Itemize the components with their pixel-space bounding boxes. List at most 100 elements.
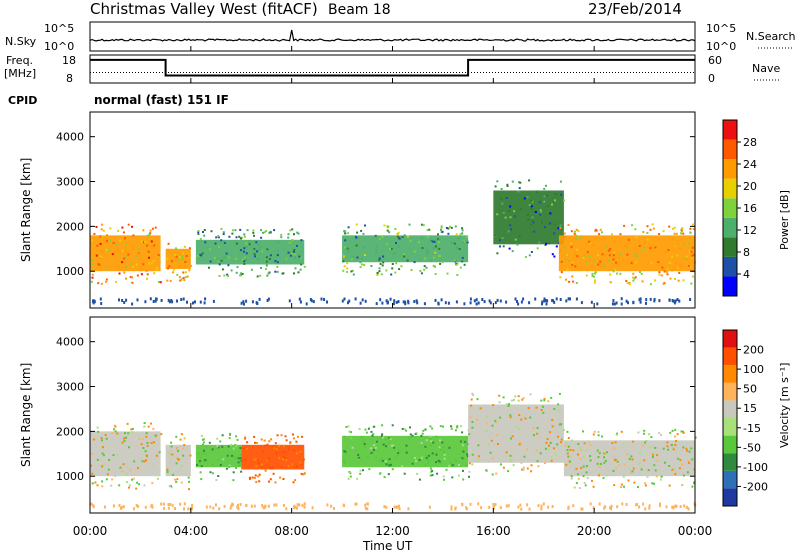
echo-speckle xyxy=(505,451,508,454)
echo-speckle xyxy=(514,297,517,301)
echo-speckle xyxy=(225,252,228,255)
echo-speckle xyxy=(245,258,248,261)
echo-speckle xyxy=(601,253,604,256)
echo-speckle xyxy=(517,399,520,402)
echo-speckle xyxy=(126,466,129,469)
echo-speckle xyxy=(543,297,546,301)
echo-speckle xyxy=(423,265,426,268)
echo-speckle xyxy=(517,395,520,398)
echo-speckle xyxy=(383,505,386,509)
echo-speckle xyxy=(581,472,583,475)
echo-speckle xyxy=(409,433,412,436)
echo-speckle xyxy=(546,299,549,303)
echo-speckle xyxy=(589,444,592,447)
echo-speckle xyxy=(488,505,491,509)
echo-speckle xyxy=(100,228,103,231)
echo-speckle xyxy=(230,504,233,508)
echo-speckle xyxy=(158,451,161,454)
echo-speckle xyxy=(248,476,251,479)
echo-speckle xyxy=(351,269,354,272)
echo-speckle xyxy=(579,457,582,460)
colorbar-tick-label: -50 xyxy=(743,441,761,454)
echo-speckle xyxy=(156,266,159,269)
echo-speckle xyxy=(530,205,533,208)
echo-speckle xyxy=(124,256,127,259)
echo-speckle xyxy=(303,502,306,506)
echo-speckle xyxy=(346,270,349,273)
echo-speckle xyxy=(269,231,272,234)
echo-speckle xyxy=(477,444,480,447)
echo-speckle xyxy=(184,276,187,279)
echo-speckle xyxy=(99,235,102,238)
echo-speckle xyxy=(357,453,360,456)
echo-speckle xyxy=(264,504,267,508)
echo-speckle xyxy=(466,240,469,242)
echo-speckle xyxy=(520,461,523,464)
echo-speckle xyxy=(588,255,591,258)
echo-speckle xyxy=(355,502,358,506)
echo-speckle xyxy=(346,262,349,265)
echo-speckle xyxy=(180,433,183,436)
echo-speckle xyxy=(677,457,680,460)
echo-speckle xyxy=(659,502,661,506)
echo-speckle xyxy=(136,467,139,470)
echo-speckle xyxy=(533,230,536,233)
echo-speckle xyxy=(364,299,367,303)
echo-speckle xyxy=(403,234,406,237)
echo-speckle xyxy=(442,425,444,428)
echo-speckle xyxy=(598,472,601,475)
echo-speckle xyxy=(521,468,523,471)
echo-speckle xyxy=(527,407,530,410)
echo-speckle xyxy=(211,472,214,475)
echo-speckle xyxy=(544,462,546,465)
echo-speckle xyxy=(418,241,421,244)
echo-speckle xyxy=(571,439,573,442)
echo-speckle xyxy=(260,229,262,232)
colorbar-swatch xyxy=(723,276,737,296)
echo-speckle xyxy=(199,253,202,256)
echo-speckle xyxy=(153,272,156,275)
echo-speckle xyxy=(364,224,366,227)
echo-speckle xyxy=(526,467,529,470)
echo-speckle xyxy=(680,449,683,452)
echo-speckle xyxy=(462,241,465,244)
echo-speckle xyxy=(300,263,303,266)
echo-speckle xyxy=(253,477,256,479)
echo-speckle xyxy=(664,461,666,464)
echo-speckle xyxy=(178,276,181,279)
echo-speckle xyxy=(182,252,185,255)
echo-speckle xyxy=(287,233,290,236)
echo-speckle xyxy=(562,429,565,431)
echo-speckle xyxy=(237,507,240,511)
echo-speckle xyxy=(102,464,105,467)
echo-speckle xyxy=(461,256,464,259)
echo-speckle xyxy=(570,242,573,245)
echo-speckle xyxy=(527,218,530,221)
echo-speckle xyxy=(431,469,434,472)
echo-speckle xyxy=(598,502,601,506)
echo-speckle xyxy=(689,227,692,230)
echo-speckle xyxy=(101,223,104,226)
echo-speckle xyxy=(402,253,405,255)
echo-speckle xyxy=(659,478,662,481)
echo-speckle xyxy=(146,441,149,444)
echo-speckle xyxy=(437,459,440,462)
echo-speckle xyxy=(268,458,271,461)
echo-speckle xyxy=(526,213,529,216)
echo-speckle xyxy=(182,297,185,301)
echo-speckle xyxy=(243,302,245,306)
echo-speckle xyxy=(330,504,333,508)
frequency-line xyxy=(90,58,695,77)
echo-speckle xyxy=(499,299,502,303)
echo-speckle xyxy=(227,445,230,448)
echo-speckle xyxy=(343,255,345,258)
echo-speckle xyxy=(163,506,165,510)
echo-speckle xyxy=(132,234,135,237)
echo-speckle xyxy=(575,228,578,231)
echo-speckle xyxy=(468,475,470,478)
echo-speckle xyxy=(665,505,668,509)
echo-speckle xyxy=(614,458,617,461)
echo-speckle xyxy=(228,466,231,469)
echo-speckle xyxy=(94,481,97,484)
